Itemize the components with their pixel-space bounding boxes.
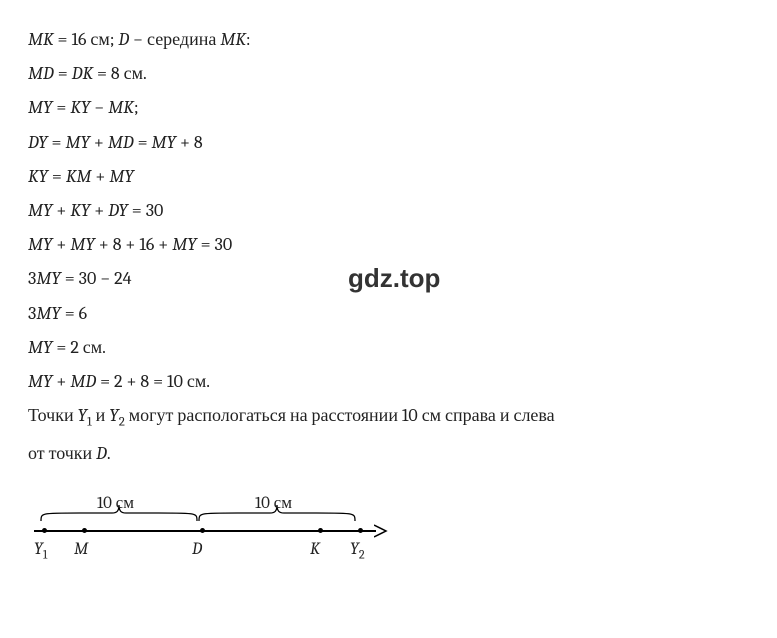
var: MK	[220, 29, 246, 50]
var: MY	[36, 268, 60, 289]
txt: = 30	[197, 234, 233, 255]
var: MY	[172, 234, 196, 255]
var: MD	[108, 132, 134, 153]
var: DK	[72, 63, 93, 84]
var: MY	[109, 166, 133, 187]
var: DY	[108, 200, 128, 221]
point-label: Y1	[34, 538, 47, 565]
txt: −	[90, 97, 108, 118]
tick-point	[82, 528, 87, 533]
txt: =	[134, 132, 152, 153]
point-label: K	[310, 538, 320, 562]
txt: =	[48, 166, 66, 187]
var: MY	[65, 132, 89, 153]
line-1: MK = 16 см; D − середина MK:	[28, 27, 749, 52]
var: MY	[28, 371, 52, 392]
brace-row: 10 см 10 см	[30, 494, 382, 524]
line-6: MY + KY + DY = 30	[28, 198, 749, 223]
number-line-diagram: 10 см 10 см Y1 M D K Y2	[30, 494, 749, 564]
text-line-2: от точки D.	[28, 441, 749, 466]
var: D	[96, 443, 107, 464]
txt: − середина	[129, 29, 220, 50]
txt: = 16 см;	[54, 29, 119, 50]
txt: = 2 см.	[52, 337, 105, 358]
line-7: MY + MY + 8 + 16 + MY = 30	[28, 232, 749, 257]
line-4: DY = MY + MD = MY + 8	[28, 130, 749, 155]
line-3: MY = KY − MK;	[28, 95, 749, 120]
line-10: MY = 2 см.	[28, 335, 749, 360]
arrowhead-icon	[374, 524, 390, 538]
var: MY	[36, 303, 60, 324]
txt: +	[91, 166, 109, 187]
brace-right-label: 10 см	[255, 492, 292, 516]
var: KM	[66, 166, 92, 187]
tick-point	[200, 528, 205, 533]
var: MY	[152, 132, 176, 153]
txt: + 8	[176, 132, 203, 153]
line-5: KY = KM + MY	[28, 164, 749, 189]
txt: =	[48, 132, 66, 153]
txt: =	[52, 97, 70, 118]
tick-point	[42, 528, 47, 533]
text-line-1: Точки Y1 и Y2 могут распологаться на рас…	[28, 403, 749, 432]
watermark-text: gdz.top	[348, 260, 440, 296]
var: KY	[70, 97, 90, 118]
txt: .	[107, 443, 111, 464]
var: MY	[70, 234, 94, 255]
point-label: D	[192, 538, 202, 562]
txt: +	[90, 132, 108, 153]
var: Y	[109, 405, 118, 426]
txt: :	[246, 29, 251, 50]
txt: могут распологаться на расстоянии 10 см …	[125, 405, 555, 426]
var: DY	[28, 132, 48, 153]
point-label: Y2	[350, 538, 365, 565]
txt: + 8 + 16 +	[95, 234, 172, 255]
txt: ;	[134, 97, 139, 118]
var: KY	[70, 200, 90, 221]
txt: +	[52, 234, 70, 255]
var: MY	[28, 200, 52, 221]
txt: = 8 см.	[93, 63, 147, 84]
point-label: M	[74, 538, 88, 562]
var: MK	[108, 97, 134, 118]
number-line: Y1 M D K Y2	[30, 524, 390, 564]
txt: и	[92, 405, 110, 426]
var: MD	[70, 371, 96, 392]
brace-left-label: 10 см	[97, 492, 134, 516]
var: KY	[28, 166, 48, 187]
line-11: MY + MD = 2 + 8 = 10 см.	[28, 369, 749, 394]
txt: = 6	[61, 303, 87, 324]
tick-point	[318, 528, 323, 533]
var: Y	[78, 405, 87, 426]
txt: +	[90, 200, 108, 221]
txt: = 30 − 24	[61, 268, 132, 289]
line-9: 3MY = 6	[28, 301, 749, 326]
tick-point	[358, 528, 363, 533]
var: D	[118, 29, 129, 50]
var: MY	[28, 97, 52, 118]
var: MY	[28, 337, 52, 358]
line-2: MD = DK = 8 см.	[28, 61, 749, 86]
var: MY	[28, 234, 52, 255]
line-8: 3MY = 30 − 24 gdz.top	[28, 266, 749, 291]
txt: = 30	[128, 200, 164, 221]
txt: = 2 + 8 = 10 см.	[96, 371, 210, 392]
var: MD	[28, 63, 54, 84]
txt: +	[52, 371, 70, 392]
txt: +	[52, 200, 70, 221]
txt: от точки	[28, 443, 96, 464]
txt: =	[54, 63, 72, 84]
txt: Точки	[28, 405, 78, 426]
var: MK	[28, 29, 54, 50]
